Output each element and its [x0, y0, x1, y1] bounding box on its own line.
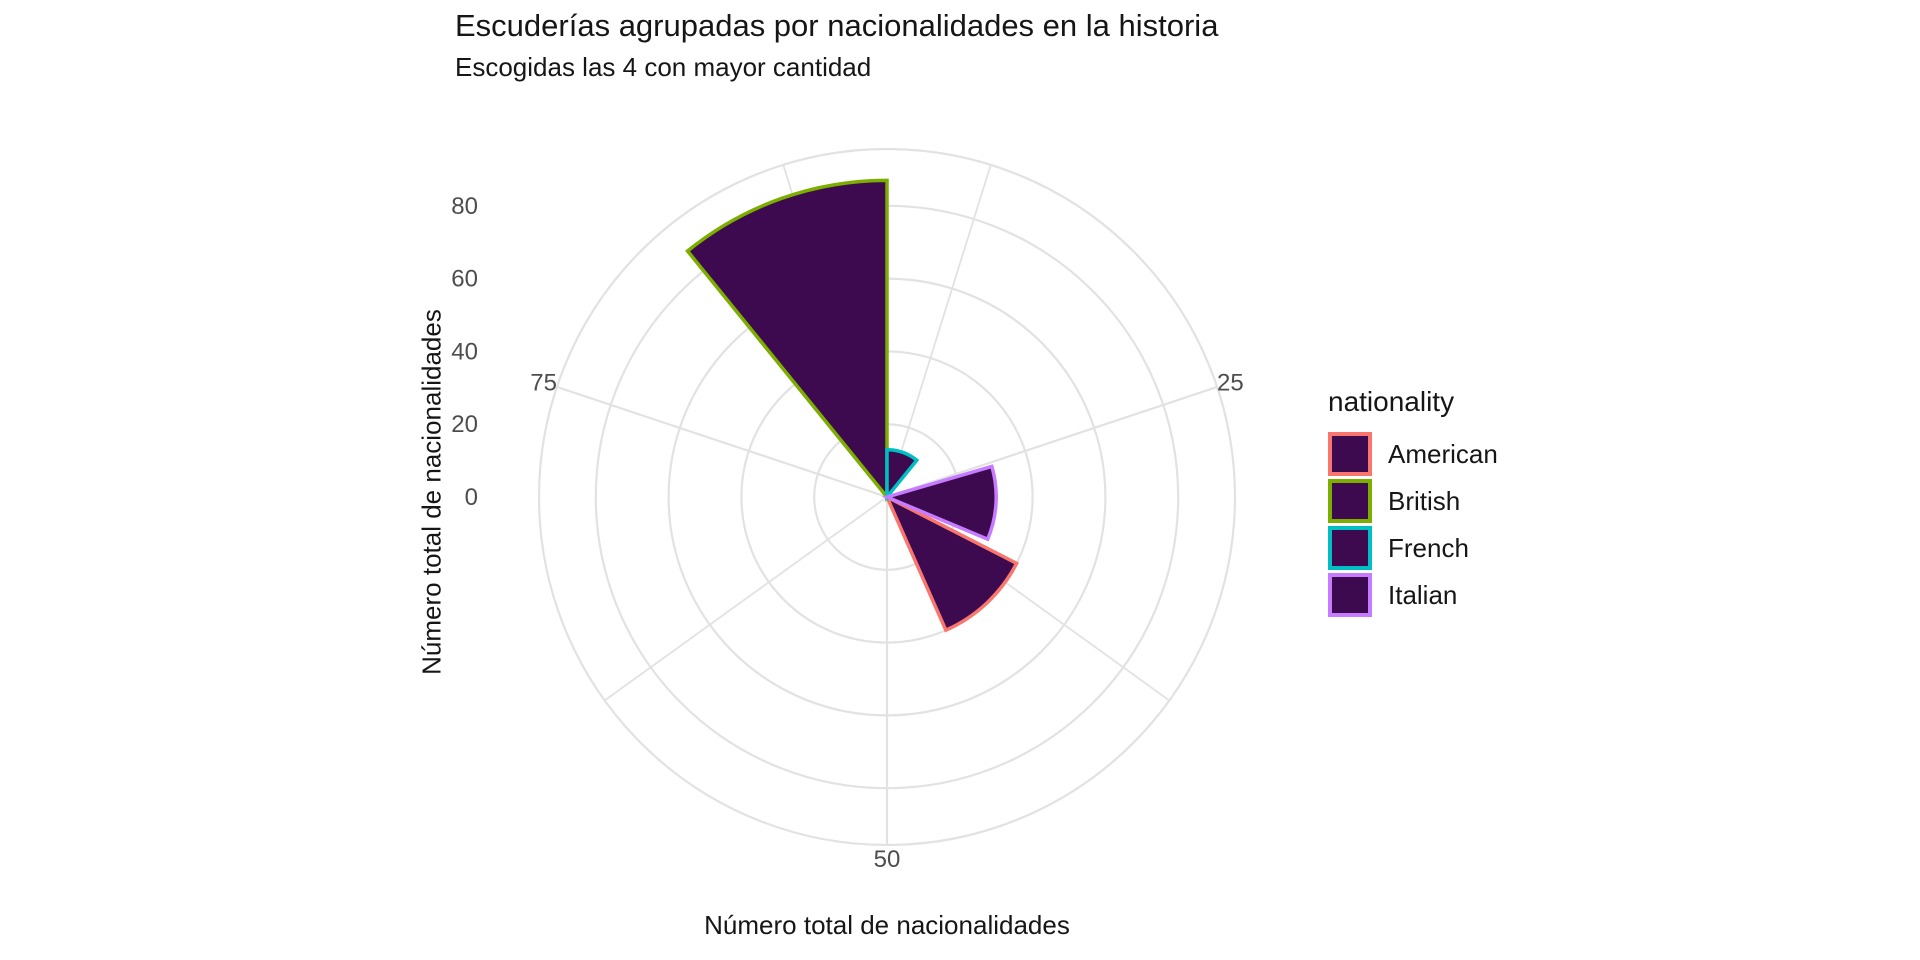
legend-key-french: [1328, 526, 1372, 570]
gridline-spoke-minor-12.5: [886, 164, 992, 498]
legend-item-american: American: [1328, 432, 1498, 476]
y-axis-title: Número total de nacionalidades: [416, 309, 447, 675]
angular-axis-labels: 25 50 75: [530, 370, 1244, 874]
wedge-french: [885, 447, 920, 502]
theta-tick-label-50: 50: [874, 846, 901, 873]
legend-label-italian: Italian: [1388, 579, 1458, 610]
legend-item-british: British: [1328, 479, 1498, 523]
theta-tick-label-25: 25: [1217, 370, 1244, 397]
r-tick-label-60: 60: [451, 266, 478, 293]
legend-title: nationality: [1328, 386, 1455, 417]
legend-label-american: American: [1388, 438, 1498, 469]
r-tick-label-40: 40: [451, 338, 478, 365]
wedge-british: [685, 178, 889, 502]
r-tick-label-20: 20: [451, 411, 478, 438]
legend-rows: American British French Italian: [1328, 432, 1498, 617]
radial-axis-labels: 0 20 40 60 80: [451, 193, 478, 511]
gridline-spoke-minor-62.5: [604, 496, 888, 702]
legend-label-british: British: [1388, 485, 1461, 516]
legend-key-british: [1328, 479, 1372, 523]
bar-wedges: [685, 178, 1019, 633]
legend-key-italian: [1328, 573, 1372, 617]
legend: nationality American British French Italian: [1328, 386, 1498, 620]
chart-title: Escuderías agrupadas por nacionalidades …: [455, 8, 1219, 43]
wedge-american: [883, 493, 1019, 633]
chart-subtitle: Escogidas las 4 con mayor cantidad: [455, 52, 872, 82]
wedge-italian: [881, 464, 998, 542]
legend-label-french: French: [1388, 532, 1469, 563]
theta-tick-label-75: 75: [530, 370, 557, 397]
gridline-spoke-75: [556, 385, 888, 499]
r-tick-label-80: 80: [451, 193, 478, 220]
r-tick-label-0: 0: [465, 484, 478, 511]
legend-key-american: [1328, 432, 1372, 476]
x-axis-title: Número total de nacionalidades: [704, 910, 1070, 940]
gridline-spoke-25: [886, 385, 1218, 499]
legend-item-italian: Italian: [1328, 573, 1498, 617]
legend-item-french: French: [1328, 526, 1498, 570]
